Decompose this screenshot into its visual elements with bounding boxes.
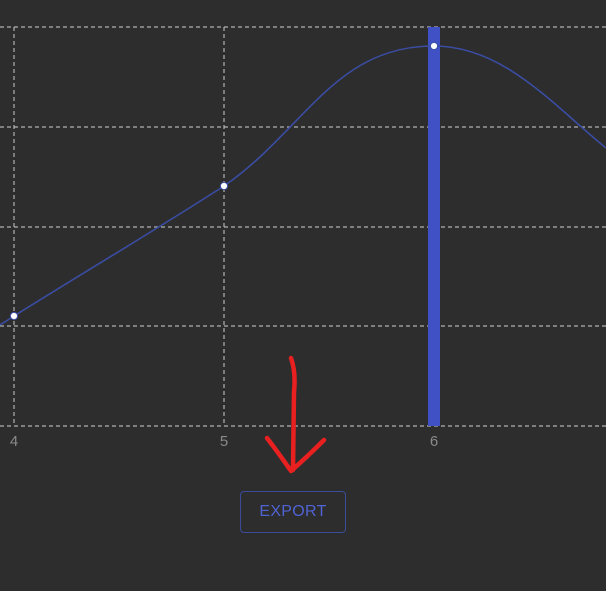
x-axis-ticks: 4 5 6 [10,433,438,450]
data-point[interactable] [219,181,229,191]
point-layer [9,41,439,321]
data-point[interactable] [429,41,439,51]
highlight-layer [428,27,440,426]
series-line [0,45,606,326]
annotation-arrow [264,355,327,474]
x-tick-label: 4 [10,433,18,450]
series-layer [0,45,606,326]
x-tick-label: 6 [430,433,438,450]
grid [0,26,606,427]
highlight-bar[interactable] [428,27,440,426]
red-arrow-icon [264,355,327,474]
export-button[interactable]: EXPORT [240,491,346,533]
x-tick-label: 5 [220,433,228,450]
data-point[interactable] [9,311,19,321]
